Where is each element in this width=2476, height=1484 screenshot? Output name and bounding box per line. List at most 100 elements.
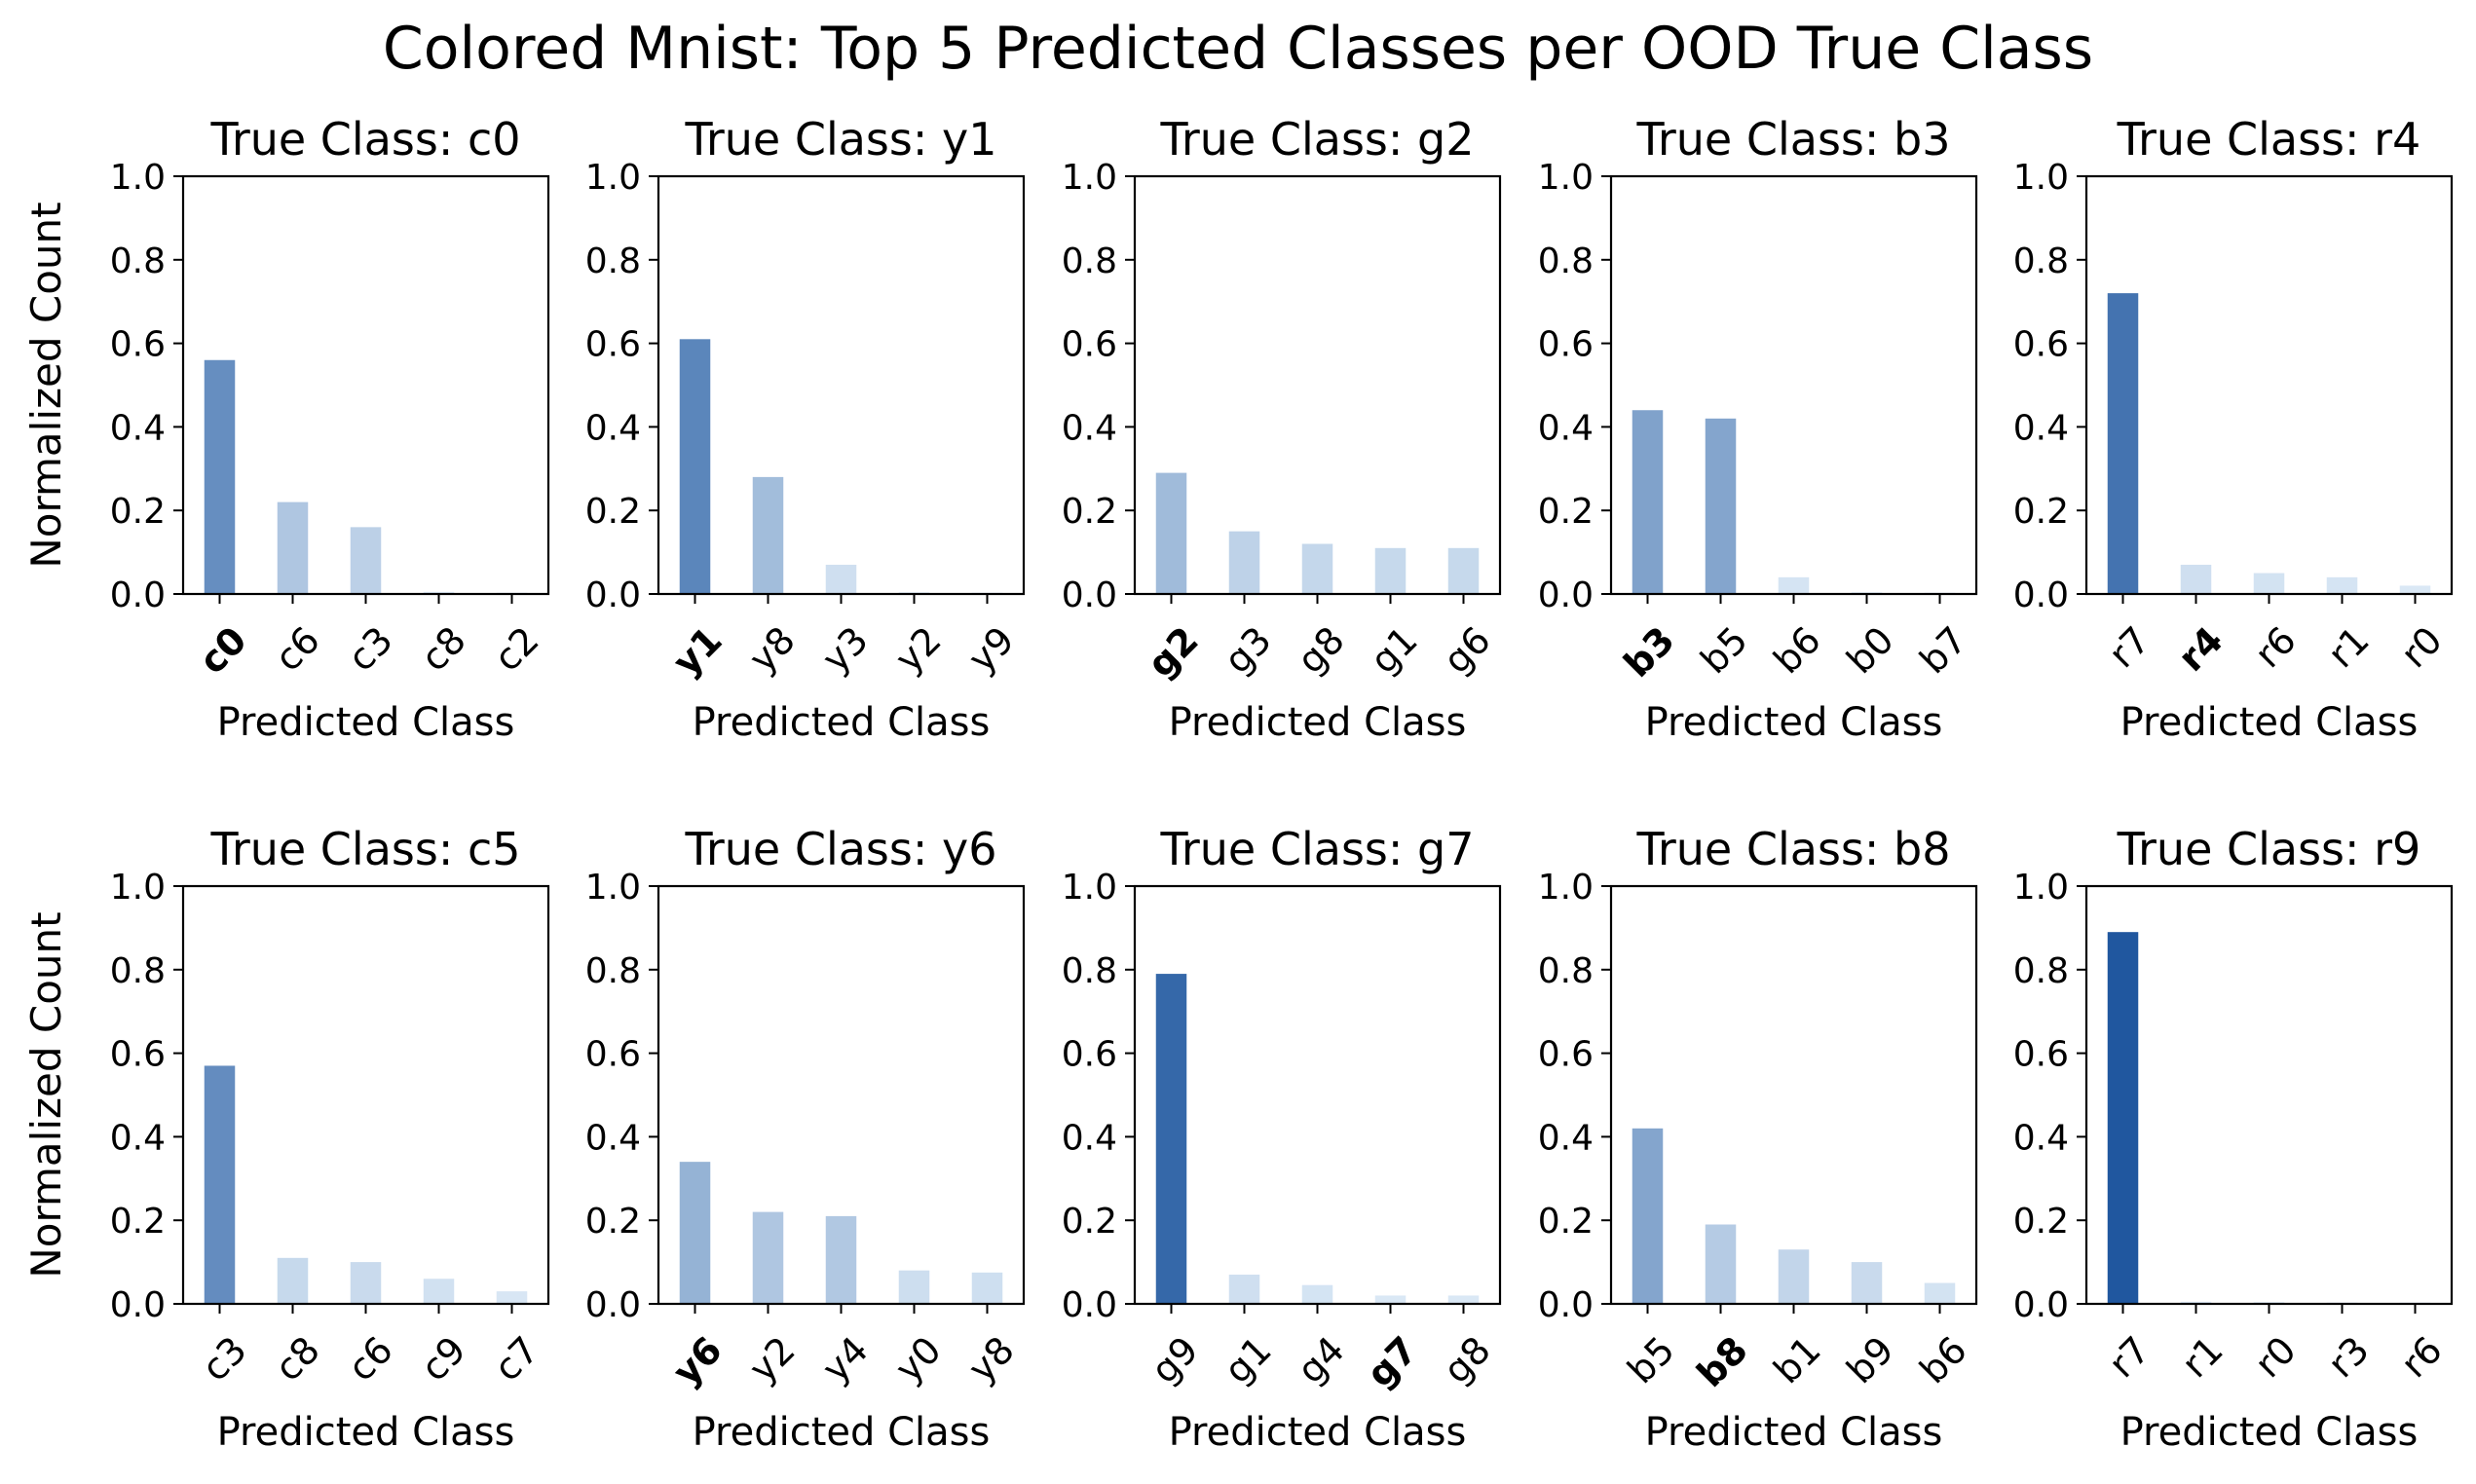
- y-tick-label: 0.2: [1062, 1202, 1117, 1242]
- y-tick-label: 0.0: [2013, 575, 2069, 615]
- y-tick-label: 0.4: [110, 1118, 166, 1158]
- y-tick-label: 0.2: [1538, 1202, 1594, 1242]
- subplot-title: True Class: c0: [209, 113, 520, 166]
- y-tick-label: 1.0: [2013, 158, 2069, 198]
- x-axis-label: Predicted Class: [1169, 700, 1467, 745]
- y-tick-label: 0.8: [585, 241, 641, 281]
- subplot-title: True Class: b3: [1636, 113, 1951, 166]
- bar-g1: [1228, 1274, 1260, 1304]
- y-tick-label: 1.0: [1538, 868, 1594, 908]
- y-tick-label: 0.4: [2013, 408, 2069, 448]
- subplot-r9: True Class: r90.00.20.40.60.81.0r7 r1 r0 r3…: [2013, 823, 2454, 1455]
- bar-c3: [350, 527, 382, 594]
- figure-title: Colored Mnist: Top 5 Predicted Classes p…: [383, 15, 2093, 83]
- y-tick-label: 0.4: [585, 1118, 641, 1158]
- y-tick-label: 0.2: [1062, 492, 1117, 532]
- bar-g9: [1155, 974, 1187, 1304]
- y-tick-label: 0.4: [1538, 1118, 1594, 1158]
- subplot-c5: True Class: c50.00.20.40.60.81.0c3 c8 c6 c9…: [22, 823, 550, 1455]
- y-tick-label: 0.0: [1062, 575, 1117, 615]
- bar-y3: [825, 564, 857, 594]
- x-axis-label: Predicted Class: [1645, 1410, 1943, 1455]
- x-axis-label: Predicted Class: [2120, 700, 2419, 745]
- subplot-title: True Class: g7: [1160, 823, 1475, 875]
- bar-y6: [679, 1162, 711, 1304]
- y-tick-label: 0.6: [1538, 1035, 1594, 1075]
- bar-c3: [204, 1065, 236, 1304]
- bar-c8: [277, 1257, 309, 1304]
- y-tick-label: 0.6: [2013, 1035, 2069, 1075]
- y-tick-label: 1.0: [1538, 158, 1594, 198]
- y-tick-label: 0.4: [585, 408, 641, 448]
- y-tick-label: 1.0: [1062, 868, 1117, 908]
- y-tick-label: 0.8: [1538, 241, 1594, 281]
- y-tick-label: 0.0: [1538, 575, 1594, 615]
- y-tick-label: 0.0: [1538, 1285, 1594, 1325]
- y-tick-label: 0.8: [585, 951, 641, 991]
- subplot-title: True Class: r4: [2117, 113, 2421, 166]
- bar-g7: [1374, 1295, 1407, 1304]
- y-tick-label: 0.0: [1062, 1285, 1117, 1325]
- bar-y4: [825, 1215, 857, 1304]
- bar-r6: [2253, 573, 2285, 594]
- bar-r4: [2180, 564, 2212, 594]
- bar-c7: [496, 1291, 528, 1304]
- y-tick-label: 0.4: [1062, 408, 1117, 448]
- bar-g6: [1447, 547, 1480, 594]
- bar-y1: [679, 339, 711, 594]
- x-axis-label: Predicted Class: [1169, 1410, 1467, 1455]
- y-tick-label: 0.4: [1062, 1118, 1117, 1158]
- y-tick-label: 0.8: [2013, 241, 2069, 281]
- y-axis-label: Normalized Count: [22, 202, 70, 568]
- bar-b6: [1778, 576, 1810, 594]
- subplot-title: True Class: y6: [685, 823, 997, 875]
- y-tick-label: 1.0: [1062, 158, 1117, 198]
- y-tick-label: 1.0: [110, 868, 166, 908]
- subplot-r4: True Class: r40.00.20.40.60.81.0r7 r4 r6 r1…: [2013, 113, 2454, 745]
- y-tick-label: 0.2: [585, 1202, 641, 1242]
- y-tick-label: 0.6: [1062, 1035, 1117, 1075]
- y-tick-label: 0.0: [110, 575, 166, 615]
- bar-g8: [1447, 1295, 1480, 1304]
- y-tick-label: 1.0: [585, 158, 641, 198]
- y-tick-label: 0.6: [110, 325, 166, 365]
- y-tick-label: 0.2: [2013, 1202, 2069, 1242]
- subplot-title: True Class: y1: [685, 113, 997, 166]
- y-tick-label: 0.8: [1538, 951, 1594, 991]
- subplot-y6: True Class: y60.00.20.40.60.81.0y6 y2 y4 y0…: [585, 823, 1026, 1455]
- bar-y8: [971, 1272, 1003, 1304]
- bar-r7: [2107, 932, 2139, 1304]
- subplot-title: True Class: c5: [209, 823, 520, 875]
- y-tick-label: 1.0: [110, 158, 166, 198]
- y-tick-label: 0.2: [2013, 492, 2069, 532]
- subplot-title: True Class: b8: [1636, 823, 1951, 875]
- bar-g3: [1228, 531, 1260, 594]
- bar-b5: [1632, 1128, 1664, 1304]
- x-axis-label: Predicted Class: [2120, 1410, 2419, 1455]
- bar-g1: [1374, 547, 1407, 594]
- subplot-b8: True Class: b80.00.20.40.60.81.0b5 b8 b1 b9…: [1538, 823, 1978, 1455]
- x-axis-label: Predicted Class: [217, 1410, 515, 1455]
- bar-c0: [204, 359, 236, 594]
- y-tick-label: 0.4: [110, 408, 166, 448]
- y-tick-label: 0.4: [2013, 1118, 2069, 1158]
- bar-g8: [1301, 543, 1333, 594]
- y-tick-label: 0.6: [1538, 325, 1594, 365]
- bar-y2: [752, 1211, 784, 1304]
- bar-r1: [2326, 576, 2358, 594]
- y-tick-label: 0.2: [110, 1202, 166, 1242]
- bar-b9: [1851, 1262, 1883, 1304]
- bar-b5: [1705, 418, 1737, 594]
- bar-b3: [1632, 410, 1664, 594]
- x-axis-label: Predicted Class: [1645, 700, 1943, 745]
- y-tick-label: 0.8: [1062, 951, 1117, 991]
- y-axis-label: Normalized Count: [22, 911, 70, 1278]
- x-axis-label: Predicted Class: [693, 700, 991, 745]
- bar-g4: [1301, 1284, 1333, 1304]
- y-tick-label: 0.6: [585, 325, 641, 365]
- y-tick-label: 0.0: [2013, 1285, 2069, 1325]
- subplot-y1: True Class: y10.00.20.40.60.81.0y1 y8 y3 y2…: [585, 113, 1026, 745]
- subplot-title: True Class: r9: [2117, 823, 2421, 875]
- y-tick-label: 0.6: [110, 1035, 166, 1075]
